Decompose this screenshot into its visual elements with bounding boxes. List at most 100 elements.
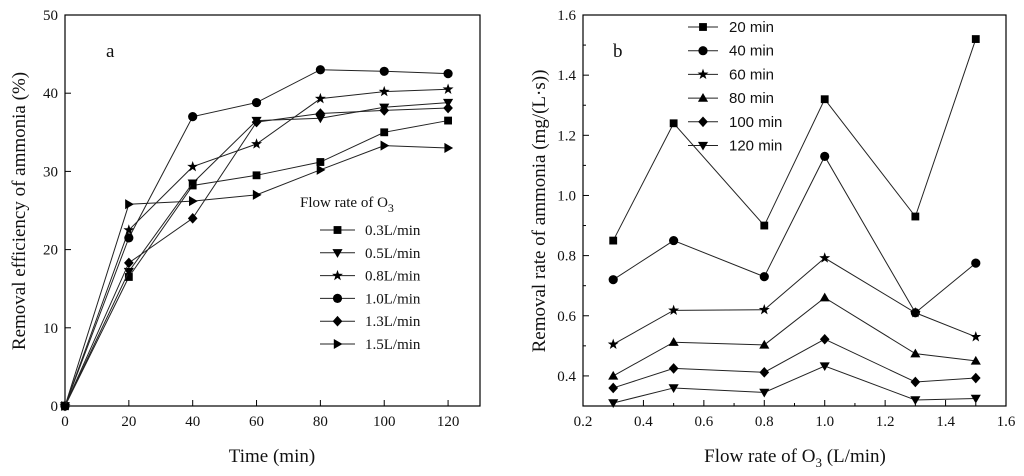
panel-a-data-point bbox=[189, 196, 198, 207]
panel-b-frame bbox=[582, 14, 1007, 407]
panel-a-data-point bbox=[187, 160, 199, 172]
panel-a-data-point bbox=[125, 199, 134, 210]
panel-a-data-point bbox=[124, 257, 134, 269]
panel-a-x-tick-label: 120 bbox=[437, 414, 460, 430]
panel-a-data-point bbox=[443, 102, 453, 114]
panel-b-y-tick-label: 1.0 bbox=[557, 188, 576, 204]
panel-a-data-point bbox=[123, 267, 134, 277]
panel-b-series-120-min bbox=[608, 362, 981, 409]
panel-b-legend-marker bbox=[699, 23, 707, 31]
panel-b-x-axis-title-subscript: 3 bbox=[815, 455, 822, 470]
panel-a-legend-item: 1.5L/min bbox=[320, 337, 421, 353]
panel-b-legend-item: 80 min bbox=[688, 90, 774, 107]
panel-a-legend-label: 0.5L/min bbox=[365, 246, 421, 262]
panel-b-x-tick-label: 0.2 bbox=[574, 414, 593, 430]
panel-a-x-tick-label: 20 bbox=[121, 414, 136, 430]
panel-b-data-point bbox=[819, 292, 830, 302]
panel-a-data-point bbox=[316, 158, 325, 166]
panel-a-data-point bbox=[187, 213, 198, 224]
panel-b-data-point bbox=[608, 382, 619, 394]
panel-b-data-point bbox=[911, 212, 920, 221]
panel-a-legend-item: 0.3L/min bbox=[320, 223, 421, 239]
panel-b-data-point bbox=[970, 355, 981, 365]
panel-a-data-point bbox=[61, 400, 71, 412]
panel-b-x-axis-title-tail: (L/min) bbox=[822, 446, 886, 467]
panel-a-data-point bbox=[187, 179, 198, 189]
panel-b-y-tick-label: 1.2 bbox=[557, 128, 576, 144]
panel-a-data-point bbox=[123, 224, 135, 235]
panel-a-legend-marker bbox=[333, 338, 343, 350]
panel-b-y-tick-label: 1.4 bbox=[557, 68, 576, 84]
panel-a-legend-label: 0.8L/min bbox=[365, 269, 421, 285]
panel-b: b 0.2 0.4 0.6 0.8 1.0 1.2 1.4 1.6 0.4 0.6 0.8 1.0 1.… bbox=[529, 8, 1016, 470]
panel-b-data-point bbox=[668, 337, 679, 346]
panel-b-data-point bbox=[669, 235, 679, 246]
panel-a-data-point bbox=[315, 65, 325, 75]
panel-b-legend-item: 100 min bbox=[688, 114, 782, 131]
panel-b-legend-label: 120 min bbox=[729, 138, 782, 155]
panel-a-data-point bbox=[442, 83, 454, 94]
panel-b-data-point bbox=[668, 304, 680, 316]
panel-b-data-point bbox=[970, 331, 982, 342]
panel-b-x-axis-title-main: Flow rate of O bbox=[704, 446, 815, 467]
panel-a-legend-title: Flow rate of O3 bbox=[300, 195, 394, 215]
panel-a-legend-marker bbox=[332, 293, 343, 303]
panel-b-legend-label: 80 min bbox=[729, 90, 774, 107]
panel-b-legend-marker bbox=[697, 93, 709, 102]
panel-b-series-80-min bbox=[608, 292, 981, 380]
panel-a-x-tick-label: 80 bbox=[313, 414, 328, 430]
panel-b-data-point bbox=[668, 384, 679, 394]
panel-b-data-point bbox=[608, 275, 618, 285]
panel-b-series-line bbox=[613, 365, 976, 404]
panel-b-legend: 20 min 40 min 60 min 80 min 100 min 120 min bbox=[688, 19, 782, 155]
panel-b-data-point bbox=[609, 236, 618, 245]
panel-b-data-point bbox=[759, 367, 770, 378]
panel-b-y-tick-label: 0.4 bbox=[557, 369, 576, 385]
panel-a-y-tick-label: 0 bbox=[51, 399, 59, 415]
panel-b-label: b bbox=[613, 41, 623, 62]
panel-b-data-point bbox=[758, 304, 770, 315]
panel-a-y-tick-label: 40 bbox=[43, 86, 58, 102]
panel-a-x-tick-label: 0 bbox=[61, 414, 69, 430]
panel-a-legend-item: 1.3L/min bbox=[320, 314, 421, 330]
panel-a-data-point bbox=[444, 142, 454, 153]
panel-a-x-tick-label: 100 bbox=[373, 414, 396, 430]
panel-a-data-point bbox=[444, 116, 452, 125]
panel-a-data-point bbox=[252, 189, 262, 200]
panel-a-legend-label: 0.3L/min bbox=[365, 223, 421, 239]
panel-b-y-tick-label: 1.6 bbox=[557, 8, 576, 24]
panel-a-data-point bbox=[251, 116, 262, 128]
panel-a-data-point bbox=[443, 69, 453, 79]
panel-b-x-tick-label: 1.4 bbox=[936, 414, 955, 430]
panel-a-x-tick-label: 40 bbox=[185, 414, 200, 430]
panel-a-data-point bbox=[315, 114, 326, 124]
panel-a-data-point bbox=[251, 138, 263, 149]
panel-b-data-point bbox=[909, 307, 921, 318]
panel-b-legend-item: 40 min bbox=[688, 43, 774, 60]
panel-b-legend-label: 20 min bbox=[729, 19, 774, 36]
panel-b-y-tick-label: 0.6 bbox=[557, 309, 576, 325]
panel-a-series-line bbox=[64, 120, 449, 407]
panel-b-data-point bbox=[669, 119, 678, 128]
panel-b-x-tick-label: 1.6 bbox=[997, 414, 1016, 430]
panel-b-x-tick-label: 0.4 bbox=[634, 414, 653, 430]
panel-b-series-line bbox=[612, 155, 977, 314]
panel-a-label: a bbox=[106, 41, 115, 62]
panel-b-x-axis-title: Flow rate of O3 (L/min) bbox=[704, 446, 886, 470]
panel-a-legend: Flow rate of O3 0.3L/min 0.5L/min 0.8L/min… bbox=[300, 195, 421, 353]
panel-b-data-point bbox=[970, 394, 981, 404]
panel-a-legend-title-main: Flow rate of O bbox=[300, 195, 388, 211]
panel-a-legend-label: 1.5L/min bbox=[365, 337, 421, 353]
panel-a-legend-item: 1.0L/min bbox=[320, 291, 421, 307]
panel-a-data-point bbox=[315, 108, 326, 119]
panel-b-series-line bbox=[612, 297, 976, 377]
panel-a-data-point bbox=[188, 112, 198, 122]
panel-a-x-tick-label: 60 bbox=[249, 414, 264, 430]
panel-b-legend-label: 60 min bbox=[729, 66, 774, 83]
panel-b-series-line bbox=[612, 257, 976, 345]
panel-b-x-tick-label: 0.8 bbox=[755, 414, 774, 430]
panel-b-ticks: 0.2 0.4 0.6 0.8 1.0 1.2 1.4 1.6 0.4 0.6 0.8 1.0 1.2 1… bbox=[557, 8, 1016, 430]
panel-a-data-point bbox=[380, 140, 390, 151]
